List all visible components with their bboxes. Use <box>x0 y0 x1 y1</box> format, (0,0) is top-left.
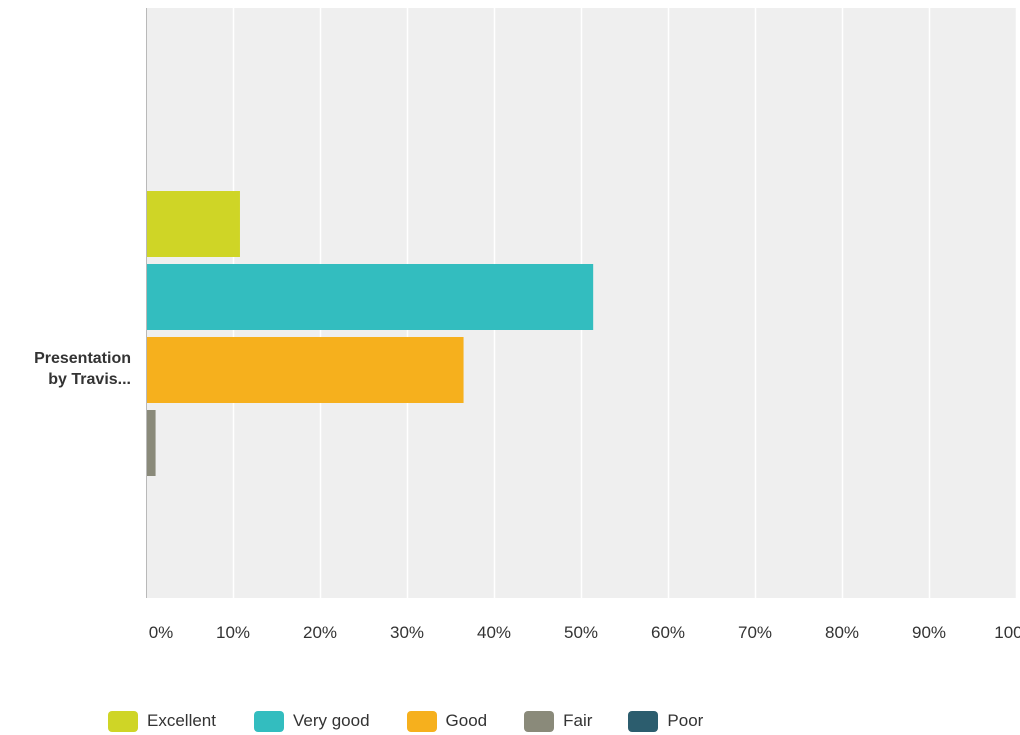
x-tick-label-60: 60% <box>651 623 685 642</box>
category-label-line-2: by Travis... <box>48 371 131 388</box>
x-tick-label-50: 50% <box>564 623 598 642</box>
bars <box>147 191 594 476</box>
legend-item-fair: Fair <box>524 710 593 732</box>
x-tick-label-10: 10% <box>216 623 250 642</box>
bar-cat1-very-good <box>147 264 594 330</box>
legend-swatch-good <box>406 710 437 732</box>
legend-item-very-good: Very good <box>253 710 370 732</box>
x-tick-label-0: 0% <box>149 623 174 642</box>
x-tick-label-90: 90% <box>912 623 946 642</box>
x-tick-label-20: 20% <box>303 623 337 642</box>
legend-label-very-good: Very good <box>292 711 370 730</box>
bar-cat1-excellent <box>147 191 240 257</box>
legend-swatch-poor <box>628 710 659 732</box>
x-axis-ticks: 0% 10% 20% 30% 40% 50% 60% 70% 80% 90% 100% <box>149 623 1020 642</box>
legend-label-fair: Fair <box>563 711 593 730</box>
category-label-presentation: Presentation by Travis... <box>0 348 131 390</box>
legend-label-good: Good <box>445 711 488 730</box>
bar-cat1-good <box>147 337 464 403</box>
legend-swatch-very-good <box>253 710 284 732</box>
legend-item-poor: Poor <box>628 710 704 732</box>
category-label-line-1: Presentation <box>34 350 131 367</box>
legend-swatch-fair <box>524 710 555 732</box>
legend-item-good: Good <box>406 710 488 732</box>
legend-item-excellent: Excellent <box>108 710 216 732</box>
x-tick-label-30: 30% <box>390 623 424 642</box>
x-tick-label-40: 40% <box>477 623 511 642</box>
x-tick-label-80: 80% <box>825 623 859 642</box>
x-tick-label-100: 100% <box>994 623 1020 642</box>
legend-label-poor: Poor <box>667 711 704 730</box>
x-tick-label-70: 70% <box>738 623 772 642</box>
legend: Excellent Very good Good Fair Poor <box>108 709 703 733</box>
legend-swatch-excellent <box>108 710 138 732</box>
legend-label-excellent: Excellent <box>147 711 216 730</box>
bar-cat1-fair <box>147 410 156 476</box>
